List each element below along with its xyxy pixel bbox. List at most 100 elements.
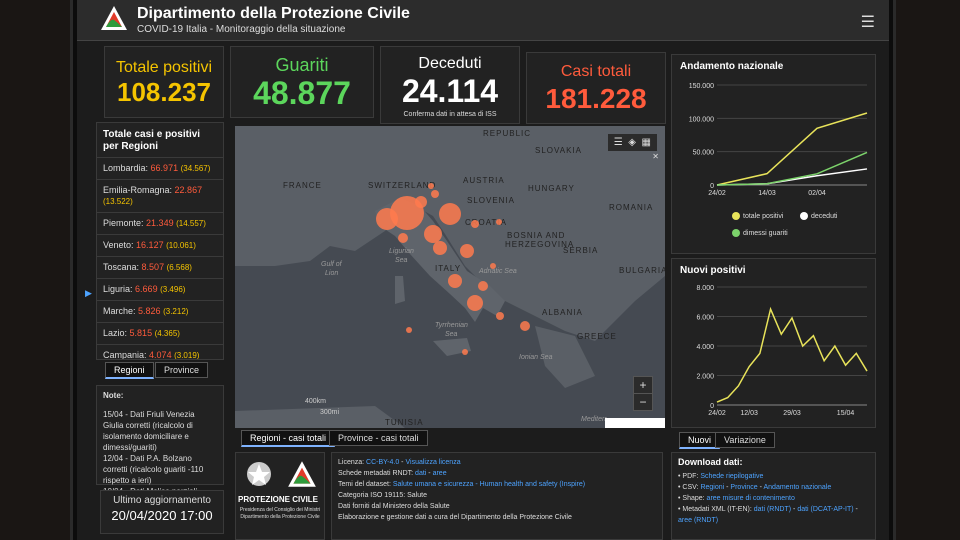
download-panel: Download dati: • PDF: Schede riepilogati… (671, 452, 876, 540)
map-label-austria: AUSTRIA (463, 176, 505, 185)
xml-dati-link[interactable]: dati (RNDT) (753, 506, 792, 513)
region-positive: (6.568) (166, 263, 192, 272)
xml-dcat-link[interactable]: dati (DCAT-AP-IT) (797, 506, 854, 513)
region-positive: (34.567) (180, 164, 211, 173)
csv-province-link[interactable]: Province (730, 484, 758, 491)
app-title: Dipartimento della Protezione Civile (137, 5, 410, 22)
series-line (716, 112, 868, 186)
region-total: 21.349 (146, 218, 174, 228)
info-label: Schede metadati RNDT: (338, 470, 414, 477)
metadata-dati-link[interactable]: dati (415, 470, 427, 477)
series-line (716, 168, 868, 186)
licence-link[interactable]: CC-BY-4.0 (366, 459, 400, 466)
kpi-label: Guariti (275, 55, 329, 75)
csv-regioni-link[interactable]: Regioni (700, 484, 725, 491)
region-name: Veneto: (103, 240, 134, 250)
region-total: 5.826 (138, 306, 161, 316)
themes-link[interactable]: Salute umana e sicurezza - Human health … (392, 481, 586, 488)
region-item[interactable]: Liguria: 6.669 (3.496) (97, 278, 223, 300)
map-label-croatia: CROATIA (465, 218, 507, 227)
region-name: Marche: (103, 306, 136, 316)
map-sea-label: Ligurian (389, 248, 414, 255)
region-name: Toscana: (103, 262, 140, 272)
chart-title: Nuovi positivi (680, 265, 746, 276)
metadata-aree-link[interactable]: aree (432, 470, 447, 477)
map-label-slovenia: SLOVENIA (467, 196, 516, 205)
zoom-in-button[interactable]: + (639, 378, 647, 392)
map-label-greece: GREECE (577, 332, 617, 341)
logo-caption: Presidenza del Consiglio dei Ministri (239, 507, 321, 513)
region-total: 66.971 (150, 163, 179, 173)
map-sea-label: Ionian Sea (519, 354, 553, 361)
region-item[interactable]: Marche: 5.826 (3.212) (97, 300, 223, 322)
y-tick-label: 8.000 (696, 285, 714, 292)
xml-aree-link[interactable]: aree (RNDT) (678, 517, 719, 524)
legend-dot-icon (732, 229, 740, 237)
map-label-bosnia: BOSNIA AND (507, 231, 566, 240)
info-processing: Elaborazione e gestione dati a cura del … (338, 514, 572, 521)
map-view[interactable]: FRANCE SWITZERLAND AUSTRIA SLOVENIA CROA… (235, 126, 665, 428)
region-positive: (3.019) (174, 351, 200, 360)
region-item[interactable]: Piemonte: 21.349 (14.557) (97, 212, 223, 234)
legend-item: dimessi guariti (732, 229, 788, 237)
tab-map-province[interactable]: Province - casi totali (329, 430, 428, 446)
region-positive: (10.061) (166, 241, 196, 250)
tab-nuovi[interactable]: Nuovi (679, 432, 721, 449)
map-close-icon[interactable]: ✕ (652, 152, 659, 161)
map-label-republic: REPUBLIC (483, 129, 532, 138)
update-panel: Ultimo aggiornamento 20/04/2020 17:00 (100, 490, 224, 534)
tab-province[interactable]: Province (155, 362, 209, 378)
region-name: Emilia-Romagna: (103, 185, 173, 195)
y-tick-label: 50.000 (693, 150, 715, 157)
info-label: Temi del dataset: (338, 481, 391, 488)
region-list-title: Totale casi e positivi per Regioni (103, 129, 201, 152)
update-label: Ultimo aggiornamento (113, 495, 211, 506)
top-bar: Dipartimento della Protezione Civile COV… (77, 0, 889, 41)
map-layers-icon[interactable]: ◈ (628, 137, 636, 148)
kpi-deceduti: Deceduti 24.114 Conferma dati in attesa … (380, 46, 520, 124)
y-tick-label: 0 (710, 403, 714, 410)
x-tick-label: 14/03 (758, 190, 776, 197)
logos-panel: PROTEZIONE CIVILE Presidenza del Consigl… (235, 452, 325, 540)
shape-link[interactable]: aree misure di contenimento (706, 495, 795, 502)
x-tick-label: 24/02 (708, 410, 726, 417)
map-qrcode-icon[interactable]: ▦ (641, 137, 651, 148)
legend-item: totale positivi (732, 212, 783, 220)
pdf-link[interactable]: Schede riepilogative (700, 473, 764, 480)
region-total: 16.127 (136, 240, 164, 250)
zoom-out-button[interactable]: − (634, 393, 652, 410)
region-item[interactable]: Lazio: 5.815 (4.365) (97, 322, 223, 344)
view-licence-link[interactable]: Visualizza licenza (405, 459, 461, 466)
csv-andamento-link[interactable]: Andamento nazionale (763, 484, 832, 491)
tab-regioni[interactable]: Regioni (105, 362, 154, 379)
case-bubble-icon[interactable] (376, 183, 530, 355)
hamburger-menu-icon[interactable]: ☰ (860, 14, 875, 31)
map-scale-mi: 300mi (320, 409, 340, 416)
region-item[interactable]: Veneto: 16.127 (10.061) (97, 234, 223, 256)
region-item[interactable]: Lombardia: 66.971 (34.567) (97, 157, 223, 179)
map-list-icon[interactable]: ☰ (613, 137, 623, 148)
panel-expand-icon[interactable]: ▶ (85, 288, 92, 298)
region-list: Lombardia: 66.971 (34.567) Emilia-Romagna… (97, 157, 223, 360)
kpi-value: 48.877 (253, 75, 351, 111)
region-item[interactable]: Campania: 4.074 (3.019) (97, 344, 223, 360)
chart-nuovi-panel: Nuovi positivi 0 2.000 4.000 6.000 8.000 24/0… (671, 258, 876, 428)
map-sea-label: Tyrrhenian (435, 322, 468, 329)
kpi-value: 24.114 (401, 73, 499, 109)
map-scale-km: 400km (305, 398, 327, 405)
y-tick-label: 0 (710, 183, 714, 190)
map-label-slovakia: SLOVAKIA (535, 146, 582, 155)
map-label-albania: ALBANIA (542, 308, 583, 317)
notes-title: Note: (103, 391, 124, 400)
map-sea-label: Gulf of (321, 261, 342, 268)
kpi-note: Conferma dati in attesa di ISS (403, 111, 497, 118)
y-tick-label: 100.000 (689, 116, 714, 123)
protezione-civile-logo-icon (288, 461, 316, 487)
dashboard-screen: Dipartimento della Protezione Civile COV… (77, 0, 889, 540)
region-item[interactable]: Emilia-Romagna: 22.867 (13.522) (97, 179, 223, 212)
series-line (716, 151, 868, 186)
region-item[interactable]: Toscana: 8.507 (6.568) (97, 256, 223, 278)
tab-map-regioni[interactable]: Regioni - casi totali (241, 430, 336, 447)
map-zoom-control: + − (633, 376, 653, 411)
tab-variazione[interactable]: Variazione (715, 432, 775, 448)
